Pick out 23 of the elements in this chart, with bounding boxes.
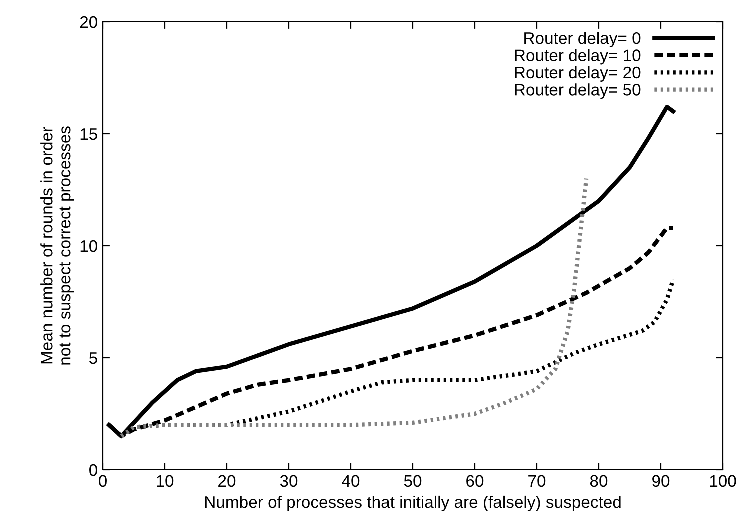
x-tick-label: 20 [218,475,236,488]
legend-label: Router delay= 0 [524,32,641,48]
x-tick-label: 0 [99,475,107,488]
legend-label: Router delay= 50 [515,84,641,100]
x-tick-label: 80 [590,475,608,488]
x-tick-label: 30 [280,475,298,488]
x-tick-label: 100 [710,475,736,488]
y-tick-label: 20 [80,16,98,28]
y-tick-label: 10 [80,240,98,252]
y-axis-title: Mean number of rounds in order not to suspect correct processes [40,126,74,365]
legend-label: Router delay= 10 [515,49,641,65]
x-tick-label: 40 [342,475,360,488]
x-tick-label: 70 [528,475,546,488]
x-tick-label: 10 [157,475,174,488]
x-tick-label: 90 [652,475,670,488]
y-tick-label: 5 [90,352,98,364]
y-tick-label: 0 [90,464,98,476]
y-tick-label: 15 [80,128,98,140]
line-series [120,176,589,438]
x-tick-label: 60 [466,475,484,488]
x-tick-label: 50 [404,475,422,488]
x-axis-title: Number of processes that initially are (falsely) suspected [205,496,621,512]
legend-label: Router delay= 20 [515,66,641,82]
